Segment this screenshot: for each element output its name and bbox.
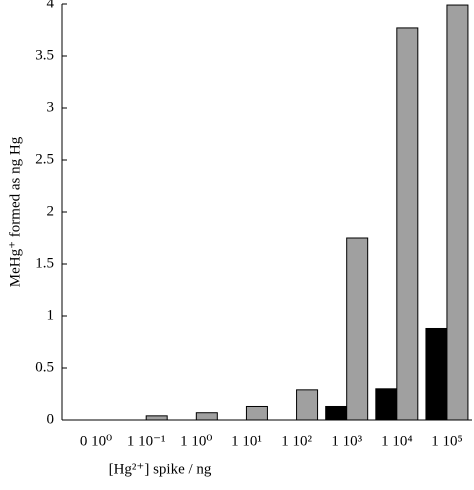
y-axis-label: MeHg⁺ formed as ng Hg	[7, 136, 23, 287]
bar	[325, 405, 348, 421]
x-tick-label: 1 10³	[331, 433, 362, 449]
x-tick-label: 0 10⁰	[80, 433, 112, 449]
x-tick-label: 1 10²	[281, 433, 312, 449]
x-tick-label: 1 10¹	[231, 433, 262, 449]
x-tick-label: 1 10⁵	[431, 433, 462, 449]
x-tick-label: 1 10⁴	[381, 433, 412, 449]
bar	[425, 327, 448, 421]
bar	[375, 388, 398, 421]
y-tick-label: 3.5	[35, 47, 54, 63]
x-tick-label: 1 10⁻¹	[127, 433, 166, 449]
y-tick-label: 2.5	[35, 151, 54, 167]
y-tick-label: 2	[47, 203, 55, 219]
y-tick-label: 3	[47, 99, 55, 115]
y-tick-label: 0.5	[35, 359, 54, 375]
x-axis-label: [Hg²⁺] spike / ng	[109, 461, 212, 477]
y-tick-label: 1	[47, 307, 55, 323]
bar	[296, 389, 319, 421]
bar	[195, 412, 218, 421]
bar	[446, 4, 469, 421]
bar	[396, 27, 419, 421]
bar	[346, 237, 369, 421]
bar	[245, 405, 268, 421]
bar	[145, 415, 168, 421]
y-tick-label: 4	[47, 0, 55, 11]
y-tick-label: 1.5	[35, 255, 54, 271]
x-tick-label: 1 10⁰	[180, 433, 212, 449]
y-tick-label: 0	[47, 411, 55, 427]
